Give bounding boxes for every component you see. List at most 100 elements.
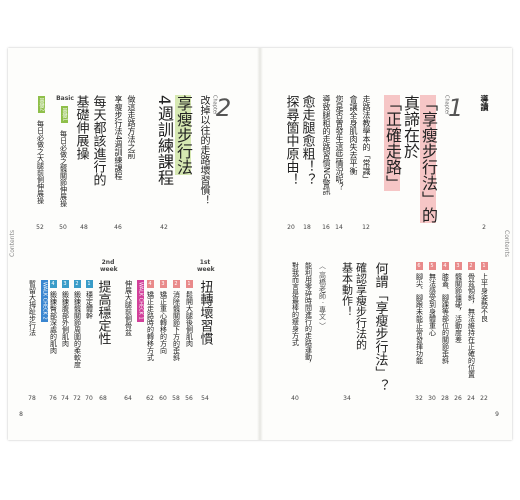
toc-entry: 探尋箇中原由！ [283, 95, 299, 186]
side-label: Contents [503, 230, 510, 257]
label-box: 基礎1 [60, 106, 68, 124]
folio: 8 [19, 411, 23, 418]
page-number: 14 [335, 224, 343, 231]
number-box: 2 [467, 262, 475, 270]
toc-entry: 享瘦步行法4週訓練課程 [114, 95, 123, 181]
week-label: week [100, 266, 118, 273]
toc-item: 穩定體幹 [85, 291, 94, 319]
chapter-lead: 改掉以往的走路壞習慣！ [198, 95, 209, 205]
toc-item: 鍛鍊臀部深處的肌肉 [49, 291, 58, 354]
toc-entry: 愈走腿愈粗！？ [299, 95, 315, 186]
toc-item: 每日必做之髖關節伸展操 [59, 130, 68, 207]
week-title: 提高穩定性 [95, 280, 111, 345]
page-number: 20 [287, 224, 295, 231]
toc-item: 膝蓋、腳踝等部位的關節歪斜 [441, 273, 450, 364]
toc-entry: 走路法教學本的「常識」 [362, 95, 371, 183]
page-number: 42 [160, 224, 168, 231]
toc-item: 消除髖關節下方的歪斜 [172, 291, 181, 361]
side-label: Contents [9, 230, 16, 257]
number-box: 4 [49, 280, 57, 288]
page-number: 56 [185, 395, 193, 402]
toc-item: 骨盆傾斜，無法維持在正確的位置 [467, 273, 476, 378]
page-number: 46 [114, 224, 122, 231]
toc-entry: 會讓全身肌肉失去平衡 [349, 95, 358, 175]
week-title: 扭轉壞習慣 [197, 280, 213, 345]
toc-entry: 您是否曾發生這些情況呢？ [335, 95, 344, 191]
toc-item: 腳尖、腳跟未能正常發揮功能 [415, 273, 424, 364]
page-number: 48 [80, 224, 88, 231]
number-box: 1 [480, 262, 488, 270]
week-label: 2nd [101, 259, 115, 266]
section-title: 每天都該進行的 [90, 95, 106, 186]
page-number: 26 [454, 395, 462, 402]
essay-line: 能利用零碎時間進行的走路運動， [304, 262, 313, 367]
page-number: 74 [61, 395, 69, 402]
number-box: 3 [454, 262, 462, 270]
intro-title: 導讀 [480, 95, 489, 111]
page-number: 30 [428, 395, 436, 402]
page-number: 68 [99, 395, 107, 402]
page-number: 28 [441, 395, 449, 402]
gutter [257, 48, 263, 440]
page-number: 18 [303, 224, 311, 231]
page-number: 72 [73, 395, 81, 402]
label-box: 基礎2 [37, 96, 45, 114]
toc-item: 矯正重心轉移的方向 [159, 291, 168, 354]
chapter-title: 「正確走路」 [383, 95, 402, 191]
week-label: week [197, 266, 215, 273]
page-number: 76 [49, 395, 57, 402]
number-box: 3 [61, 280, 69, 288]
folio: 9 [495, 411, 499, 418]
essay-label: 〈 高橋老師 · 專文 〉 [318, 262, 327, 330]
number-box: 3 [159, 280, 167, 288]
toc-item: 伸展大腿前側骨盆 [124, 280, 133, 336]
number-box: 1 [185, 280, 193, 288]
chapter-label: Chapter [443, 95, 450, 115]
page-number: 34 [343, 395, 351, 402]
number-box: 4 [441, 262, 449, 270]
page-number: 2 [482, 224, 486, 231]
number-box: 4 [146, 280, 154, 288]
toc-item: 每日必做之大腿前側伸展操 [36, 120, 45, 204]
section-subtitle: 確認享瘦步行法的 [354, 262, 368, 350]
chapter-number: 2 [216, 94, 232, 122]
page-number: 60 [159, 395, 167, 402]
toc-item: 上半身姿勢不良 [480, 273, 489, 322]
toc-item: 鍛鍊腹部外側肌肉 [61, 291, 70, 347]
toc-item: 鬆開大腿後側肌肉 [185, 291, 194, 347]
page-number: 22 [480, 395, 488, 402]
week-label: 1st [199, 259, 211, 266]
page-number: 62 [146, 395, 154, 402]
page-number: 70 [85, 395, 93, 402]
label-box: WALK CHECK 2 [40, 280, 48, 322]
number-box: 1 [85, 280, 93, 288]
number-box: 5 [428, 262, 436, 270]
page-number: 54 [201, 395, 209, 402]
page-number: 52 [36, 224, 44, 231]
page-number: 50 [59, 224, 67, 231]
basic-tag: Basic [56, 95, 74, 102]
section-title: 何謂「享瘦步行法」？ [372, 262, 388, 392]
page-number: 24 [467, 395, 475, 402]
number-box: 2 [172, 280, 180, 288]
page-number: 12 [362, 224, 370, 231]
label-box: WALK CHECK 1 [136, 280, 144, 322]
toc-entry: 導致腿粗的走路習慣NG警訊 [322, 95, 331, 196]
number-box: 6 [415, 262, 423, 270]
section-subtitle: 基本動作！ [340, 262, 354, 317]
toc-item: 矯正走路時的轉移方式 [146, 291, 155, 361]
toc-entry: 做這走路方法之前 [127, 95, 136, 159]
page-number: 32 [415, 395, 423, 402]
toc-item: 髖關節僵硬，活動度差 [454, 273, 463, 343]
essay-line: 對我而言是最棒的瘦身方式 [291, 262, 300, 346]
chapter-title: 4週訓練課程 [155, 95, 174, 186]
toc-item: 暫留大拇趾步行法 [28, 280, 37, 336]
number-box: 2 [73, 280, 81, 288]
section-title: 基礎伸展操 [73, 95, 89, 160]
toc-item: 鍛鍊髖關節周圍的柔軟度 [73, 291, 82, 368]
page-number: 16 [322, 224, 330, 231]
page-number: 58 [172, 395, 180, 402]
chapter-number: 1 [448, 94, 464, 122]
chapter-title: 真諦在於 [401, 95, 420, 159]
